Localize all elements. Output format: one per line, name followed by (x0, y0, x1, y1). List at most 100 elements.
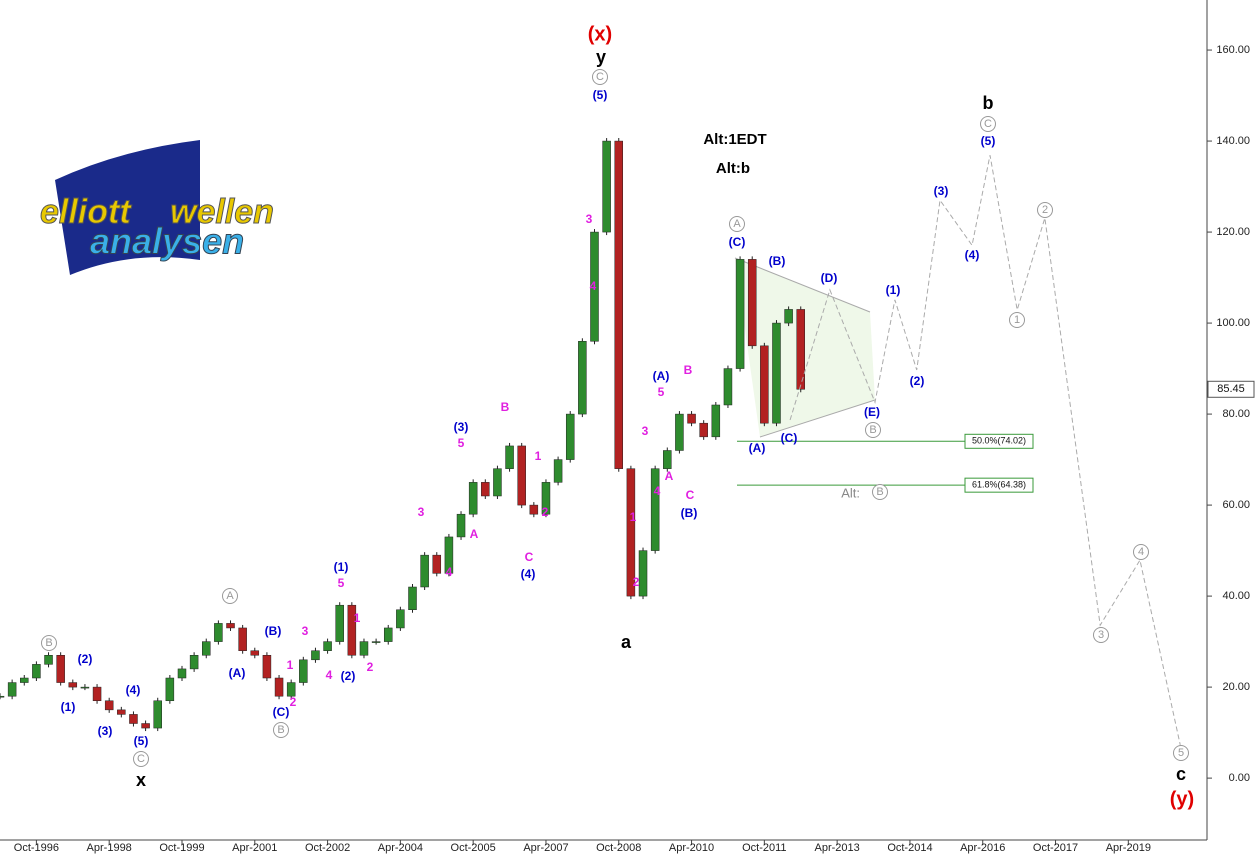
y-tick-label: 20.00 (1222, 681, 1250, 693)
wave-label: (3) (98, 724, 113, 738)
candle (675, 413, 684, 451)
wave-label: 2 (290, 695, 297, 709)
y-tick-label: 60.00 (1222, 499, 1250, 511)
candle (747, 259, 757, 347)
wave-label: B (876, 486, 883, 498)
candle (347, 604, 357, 656)
candle (796, 309, 805, 390)
x-tick-label: Oct-1999 (159, 842, 204, 854)
candle (444, 536, 454, 574)
candle (565, 413, 575, 460)
candle (299, 659, 308, 683)
wave-label: (A) (749, 441, 766, 455)
trend-line (734, 257, 871, 313)
candle (468, 482, 478, 515)
wave-label: (A) (229, 666, 246, 680)
candle (650, 468, 660, 551)
candle (735, 259, 745, 369)
wave-label: 4 (326, 668, 333, 682)
candle (0, 695, 5, 698)
x-tick-label: Apr-2013 (815, 842, 860, 854)
candle (335, 604, 344, 642)
candle (590, 231, 599, 342)
x-tick-label: Apr-2016 (960, 842, 1005, 854)
wave-label: 2 (367, 660, 374, 674)
wave-label: (4) (126, 683, 141, 697)
candle (311, 650, 320, 661)
wave-label: (B) (681, 506, 698, 520)
wave-label: (1) (61, 700, 76, 714)
wave-circle (1093, 627, 1109, 643)
y-tick-label: 140.00 (1216, 135, 1250, 147)
x-tick-label: Apr-2010 (669, 842, 714, 854)
wave-label: (C) (729, 235, 746, 249)
wave-label: (A) (653, 369, 670, 383)
wave-label: B (684, 363, 693, 377)
wave-label: C (596, 71, 604, 83)
candle (396, 609, 405, 629)
candle (481, 482, 490, 497)
candle (699, 422, 708, 438)
wave-label: 1 (354, 611, 361, 625)
wave-circle (273, 722, 289, 738)
x-tick-label: Oct-1996 (14, 842, 59, 854)
candle (323, 641, 332, 651)
logo-text: analysen (90, 221, 244, 262)
wave-label: B (45, 637, 52, 649)
candle (541, 482, 551, 515)
wave-label: 4 (446, 565, 453, 579)
candle (529, 504, 539, 515)
wave-label: c (1176, 764, 1186, 784)
wave-label: a (621, 632, 632, 652)
y-tick-label: 80.00 (1222, 408, 1250, 420)
price-box (1207, 380, 1255, 398)
wave-label: y (596, 47, 606, 67)
wave-circle (729, 216, 745, 232)
wave-label: 3 (642, 424, 649, 438)
candle (371, 641, 381, 643)
candle (432, 554, 442, 574)
candle (32, 664, 41, 679)
candle (553, 459, 563, 483)
wave-label: A (470, 527, 479, 541)
x-tick-label: Oct-2011 (742, 842, 786, 854)
wave-label: (D) (821, 271, 838, 285)
wave-label: Alt:b (716, 160, 750, 177)
candle (80, 686, 90, 689)
candle (687, 413, 696, 424)
wave-circle (592, 69, 608, 85)
wave-label: (4) (965, 248, 980, 262)
x-tick-label: Oct-2008 (596, 842, 641, 854)
y-tick-label: 120.00 (1216, 226, 1250, 238)
candle (226, 623, 235, 629)
wave-circle (222, 588, 238, 604)
candle (250, 650, 260, 656)
candle (92, 686, 102, 702)
candle (614, 140, 624, 469)
candle (177, 668, 187, 679)
wave-label: (1) (334, 560, 349, 574)
candle (56, 655, 65, 683)
wave-label: 4 (1138, 546, 1144, 558)
candle (7, 682, 17, 697)
candle (68, 682, 78, 688)
wave-label: (C) (781, 431, 798, 445)
wave-label: (5) (134, 734, 149, 748)
candle (117, 709, 126, 715)
wave-label: C (984, 118, 992, 130)
wave-label: (x) (588, 23, 612, 45)
wave-label: (y) (1170, 788, 1194, 810)
wave-label: 4 (590, 279, 597, 293)
candle (189, 655, 199, 670)
candle (420, 554, 429, 588)
wave-label: (3) (934, 184, 949, 198)
wave-label: B (501, 400, 510, 414)
wave-label: Alt: (841, 485, 860, 500)
wave-label: 5 (458, 436, 465, 450)
wave-label: (2) (910, 374, 925, 388)
wave-label: 3 (418, 505, 425, 519)
x-tick-label: Apr-2001 (232, 842, 277, 854)
wave-label: (5) (981, 134, 996, 148)
wave-label: (E) (864, 405, 880, 419)
